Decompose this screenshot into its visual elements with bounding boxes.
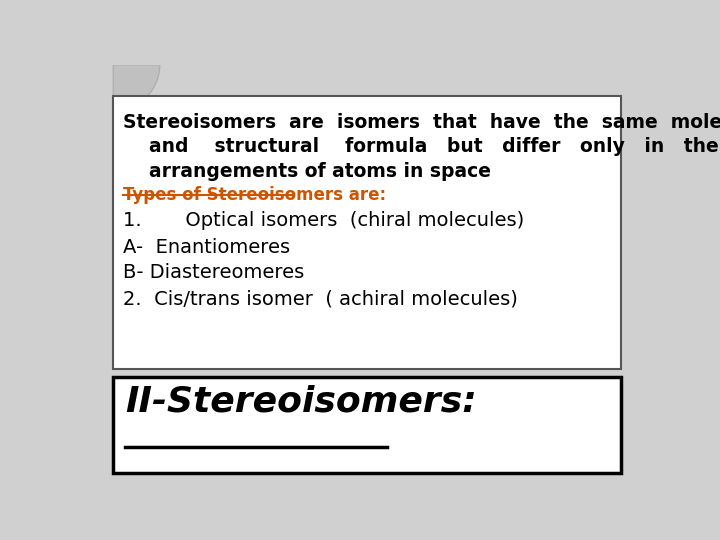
- Text: II-Stereoisomers:: II-Stereoisomers:: [125, 384, 477, 418]
- Text: 2.  Cis/trans isomer  ( achiral molecules): 2. Cis/trans isomer ( achiral molecules): [122, 289, 518, 309]
- FancyBboxPatch shape: [113, 96, 621, 369]
- Text: A-  Enantiomeres: A- Enantiomeres: [122, 238, 289, 257]
- Text: 1.       Optical isomers  (chiral molecules): 1. Optical isomers (chiral molecules): [122, 211, 523, 230]
- Text: Types of Stereoisomers are:: Types of Stereoisomers are:: [122, 186, 386, 204]
- Text: B- Diastereomeres: B- Diastereomeres: [122, 264, 304, 282]
- Text: arrangements of atoms in space: arrangements of atoms in space: [122, 162, 490, 181]
- Text: and    structural    formula   but   differ   only   in   the: and structural formula but differ only i…: [122, 137, 719, 156]
- Wedge shape: [113, 65, 160, 111]
- FancyBboxPatch shape: [113, 377, 621, 473]
- Text: Stereoisomers  are  isomers  that  have  the  same  molecular: Stereoisomers are isomers that have the …: [122, 112, 720, 132]
